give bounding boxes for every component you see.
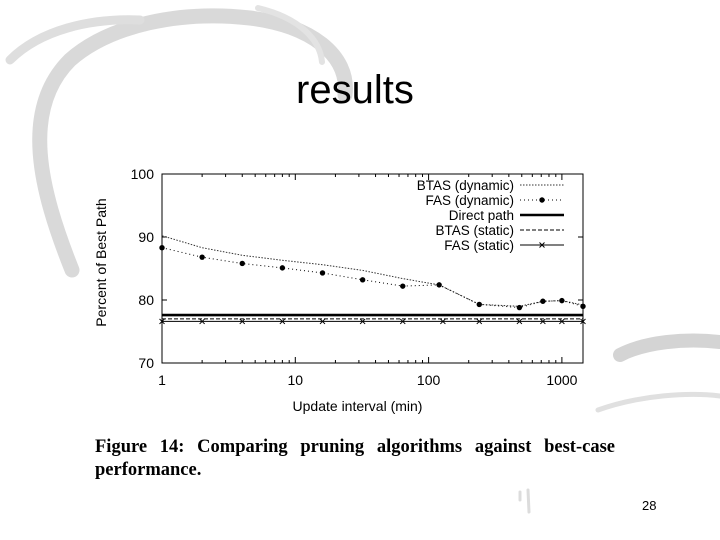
series-1-point <box>199 254 205 260</box>
series-4-point <box>516 318 523 325</box>
series-1-point <box>540 298 546 304</box>
x-axis-label: Update interval (min) <box>293 398 423 414</box>
caption-line-2: performance. <box>95 460 202 480</box>
x-marker-stroke <box>399 318 406 325</box>
legend-label: FAS (dynamic) <box>425 193 514 208</box>
legend-label: FAS (static) <box>444 238 514 253</box>
series-4-point <box>399 318 406 325</box>
page-number: 28 <box>642 498 657 513</box>
series-1-point <box>476 301 482 308</box>
x-tick-label: 1000 <box>546 372 577 388</box>
series-4-point <box>559 318 565 325</box>
legend-label: BTAS (static) <box>435 223 514 238</box>
y-axis-label: Percent of Best Path <box>93 198 109 326</box>
x-marker-stroke <box>476 318 483 325</box>
x-marker-stroke <box>359 318 366 325</box>
x-marker-stroke <box>440 318 446 325</box>
y-tick-label: 90 <box>138 229 154 245</box>
legend-marker-4 <box>539 242 545 248</box>
legend-label: Direct path <box>449 208 514 223</box>
legend-marker-1 <box>539 197 545 203</box>
x-marker-stroke <box>539 242 545 248</box>
series-1-point <box>516 304 523 311</box>
series-1-point <box>436 282 442 288</box>
x-marker-stroke <box>559 318 565 325</box>
series-4-point <box>239 318 246 325</box>
plot-frame <box>161 173 584 364</box>
slide-title: results <box>296 68 414 112</box>
x-tick-label: 100 <box>417 372 441 388</box>
legend-label: BTAS (dynamic) <box>417 178 514 193</box>
x-marker-stroke <box>159 318 165 325</box>
series-1-point <box>580 303 586 309</box>
series-4-point <box>319 318 326 325</box>
y-tick-label: 100 <box>131 166 155 182</box>
figure-caption: Figure 14: Comparing pruning algorithms … <box>95 436 615 482</box>
x-tick-label: 10 <box>288 372 304 388</box>
x-marker-stroke <box>516 318 523 325</box>
series-4-point <box>580 318 586 325</box>
series-4-point <box>476 318 483 325</box>
series-1-point <box>239 260 245 267</box>
series-4-point <box>440 318 446 325</box>
series-1-point <box>279 265 286 271</box>
x-marker-stroke <box>199 318 205 325</box>
x-marker-stroke <box>279 318 286 325</box>
series-1-point <box>359 277 366 283</box>
series-1-point <box>559 297 565 304</box>
series-4-point <box>359 318 366 325</box>
chart-figure: 70 80 90 100 1 10 100 1000 BTAS (dynamic) FAS (d… <box>92 160 588 416</box>
caption-line-1: Figure 14: Comparing pruning algorithms … <box>95 437 615 457</box>
series-4-point <box>279 318 286 325</box>
series-line-1 <box>161 247 584 309</box>
series-4-point <box>199 318 205 325</box>
series-4-point <box>159 318 165 325</box>
series-1-point <box>159 245 165 251</box>
x-marker-stroke <box>540 318 546 325</box>
x-marker-stroke <box>580 318 586 325</box>
y-tick-label: 70 <box>138 355 154 371</box>
x-marker-stroke <box>239 318 246 325</box>
series-1-point <box>319 270 326 276</box>
x-tick-label: 1 <box>158 372 166 388</box>
series-4-point <box>540 318 546 325</box>
y-tick-label: 80 <box>138 292 154 308</box>
series-line-0 <box>161 235 584 307</box>
x-marker-stroke <box>319 318 326 325</box>
series-1-point <box>400 283 406 289</box>
